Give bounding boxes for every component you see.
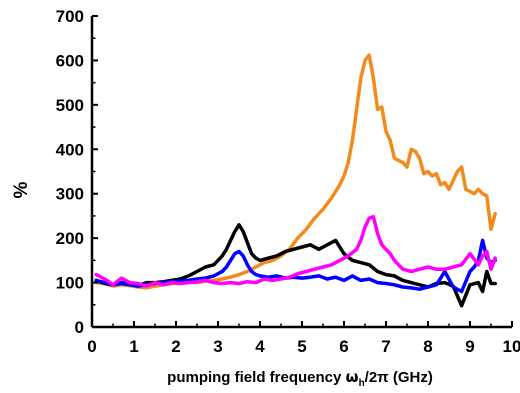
x-tick-label: 1 [129, 337, 138, 356]
y-tick-label: 600 [56, 51, 84, 70]
series-line-2 [96, 225, 495, 306]
y-tick-label: 0 [75, 318, 84, 337]
x-tick-label: 9 [465, 337, 474, 356]
y-tick-label: 400 [56, 140, 84, 159]
y-tick-label: 300 [56, 185, 84, 204]
x-tick-label: 3 [213, 337, 222, 356]
y-tick-label: 500 [56, 96, 84, 115]
x-tick-label: 2 [171, 337, 180, 356]
x-axis-label-suffix: /2π (GHz) [365, 369, 433, 386]
series-layer [96, 55, 495, 306]
x-tick-label: 7 [381, 337, 390, 356]
x-tick-label: 4 [255, 337, 265, 356]
x-axis-label-omega: ω [346, 368, 359, 386]
series-line-4 [96, 217, 495, 286]
x-tick-label: 8 [423, 337, 432, 356]
y-tick-label: 700 [56, 7, 84, 26]
x-tick-label: 10 [503, 337, 520, 356]
x-axis-label-prefix: pumping field frequency [167, 369, 345, 386]
y-tick-label: 200 [56, 229, 84, 248]
y-tick-label: 100 [56, 274, 84, 293]
tick-labels: 0 100 200 300 400 500 600 700 0 1 2 3 4 5 6 7 8 9 10 [56, 7, 520, 356]
series-line-1 [96, 55, 495, 288]
x-tick-label: 0 [87, 337, 96, 356]
y-axis-label: % [11, 181, 32, 198]
x-tick-label: 6 [339, 337, 348, 356]
x-tick-label: 5 [297, 337, 306, 356]
x-axis-label: pumping field frequency ωh/2π (GHz) [167, 368, 433, 389]
